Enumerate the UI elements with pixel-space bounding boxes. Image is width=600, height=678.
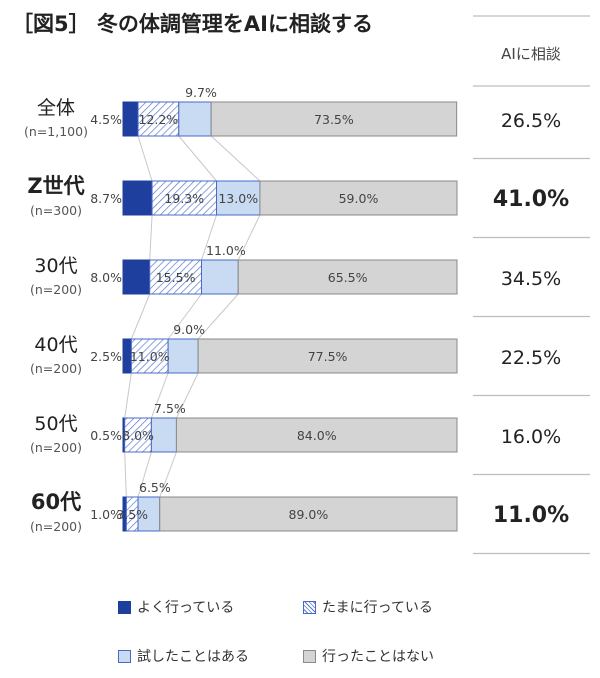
bar-segment [149,259,202,295]
data-label: 12.2% [139,112,179,127]
category-sample-size: (n=1,100) [24,124,88,139]
bar-segment [159,496,458,532]
connector-line [210,135,261,182]
bar-segment [124,417,152,453]
category-sample-size: (n=200) [30,282,82,297]
category-sample-size: (n=300) [30,203,82,218]
legend-label: よく行っている [137,600,235,616]
data-label: 2.5% [90,349,122,364]
connector-line [197,293,239,340]
data-label: 77.5% [308,349,348,364]
connector-line [175,372,199,419]
category-label: 40代 [34,334,77,356]
connector-lines [124,135,261,498]
legend-swatch-gray-icon [303,649,316,663]
bar-segment [259,180,458,216]
bar-segment [175,417,458,453]
data-label: 0.5% [90,428,122,443]
legend-item-tried: 試したことはある [118,646,249,666]
legend-label: 試したことはある [137,649,249,665]
bar-segment [178,101,212,137]
category-label: Z世代 [27,174,84,198]
data-label: 15.5% [156,270,196,285]
labels: 全体 (n=1,100) Z世代 (n=300) 30代 (n=200) 40代 (n=200… [24,85,378,534]
data-label: 6.5% [139,480,171,495]
data-label: 84.0% [297,428,337,443]
connector-line [237,214,261,261]
data-label: 9.0% [173,322,205,337]
bar-segment [200,259,239,295]
category-sample-size: (n=200) [30,361,82,376]
connector-line [149,214,153,261]
legend-item-sometimes: たまに行っている [303,597,433,617]
category-sample-size: (n=200) [30,519,82,534]
legend-item-never: 行ったことはない [303,646,434,666]
connector-line [137,135,153,182]
bar-segment [151,180,218,216]
legend-label: 行ったことはない [322,649,434,665]
side-column-value: 16.0% [501,426,561,448]
bar-segment [197,338,458,374]
legend-item-often: よく行っている [118,597,234,617]
side-column-value: 41.0% [493,187,569,212]
side-column-value: 26.5% [501,110,561,132]
legend-swatch-hatched-icon [303,600,316,614]
connector-line [167,293,202,340]
category-label: 60代 [31,490,81,514]
connector-line [124,372,132,419]
bars [122,101,458,532]
bar-segment [122,259,151,295]
side-column-value: 34.5% [501,268,561,290]
data-label: 8.0% [122,428,154,443]
legend-label: たまに行っている [322,600,433,616]
legend-swatch-solid-icon [118,600,131,614]
stacked-bar-chart: AIに相談 26.5% 41.0% 34.5% 22.5% 16.0% 11.0% 全体 (n… [24,15,590,555]
data-label: 11.0% [130,349,170,364]
data-label: 7.5% [154,401,186,416]
bar-segment [237,259,458,295]
side-column-header: AIに相談 [501,45,561,63]
connector-line [178,135,217,182]
data-label: 73.5% [314,112,354,127]
data-label: 59.0% [339,191,379,206]
data-label: 4.5% [90,112,122,127]
connector-line [124,451,127,498]
data-label: 9.7% [185,85,217,100]
side-table: AIに相談 26.5% 41.0% 34.5% 22.5% 16.0% 11.0% [473,15,590,555]
chart-title: ［図5］ 冬の体調管理をAIに相談する [12,12,373,36]
side-column-value: 22.5% [501,347,561,369]
data-label: 8.0% [90,270,122,285]
bar-segment [122,101,139,137]
bar-segment [210,101,458,137]
data-label: 19.3% [164,191,204,206]
bar-segment [216,180,261,216]
data-label: 3.5% [116,507,148,522]
category-label: 全体 [37,97,75,119]
bar-segment [130,338,169,374]
bar-segment [167,338,199,374]
bar-segment [150,417,177,453]
category-label: 30代 [34,255,77,277]
category-label: 50代 [34,413,77,435]
data-label: 89.0% [289,507,329,522]
connector-line [150,372,169,419]
bar-segment [122,180,153,216]
bar-segment [137,101,180,137]
data-label: 13.0% [218,191,258,206]
connector-line [201,214,217,261]
connector-line [130,293,151,340]
connector-line [137,451,152,498]
category-sample-size: (n=200) [30,440,82,455]
data-label: 8.7% [90,191,122,206]
legend-swatch-light-icon [118,649,131,663]
data-label: 11.0% [206,243,246,258]
data-label: 65.5% [328,270,368,285]
data-label: 1.0% [90,507,122,522]
side-column-value: 11.0% [493,503,569,528]
connector-line [159,451,177,498]
